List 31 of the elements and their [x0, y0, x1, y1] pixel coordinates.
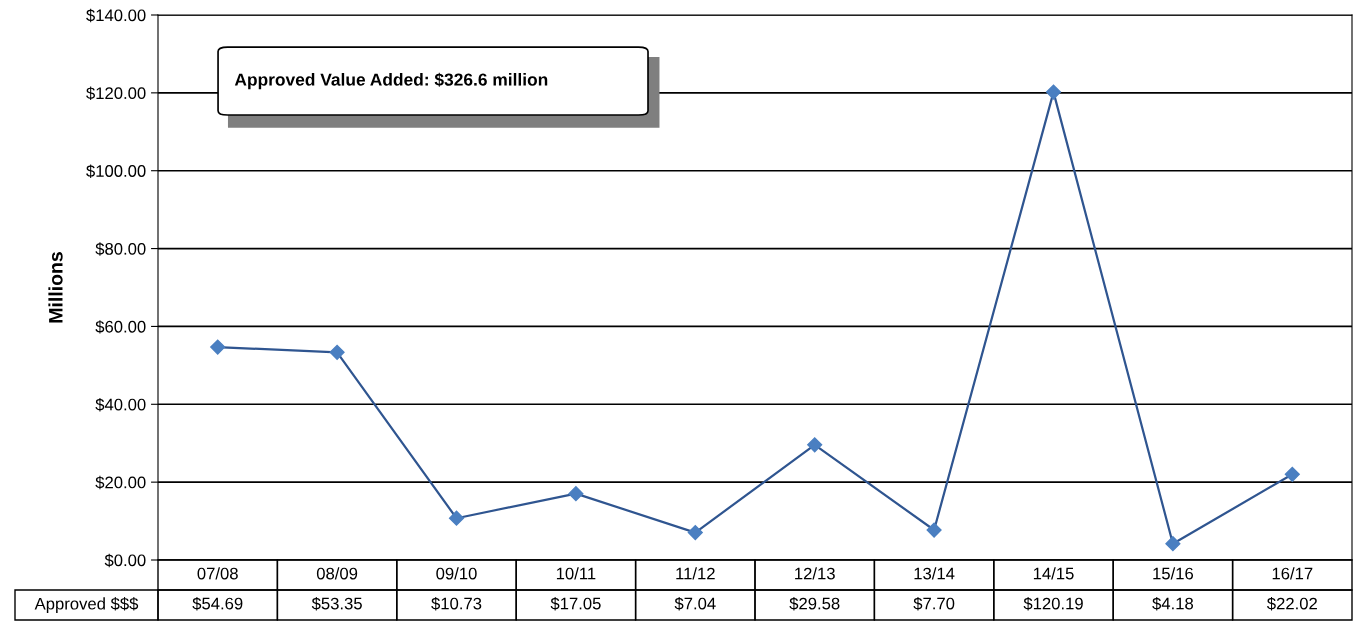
x-tick-label: 07/08	[197, 567, 238, 580]
y-tick-label: $40.00	[95, 397, 146, 412]
x-tick-label: 12/13	[795, 567, 835, 580]
y-tick-label: $120.00	[86, 86, 146, 101]
y-tick-label: $60.00	[95, 320, 146, 334]
data-label: $10.73	[431, 596, 482, 611]
y-tick-label: $0.00	[104, 553, 146, 568]
x-tick-label: 15/16	[1153, 567, 1194, 580]
data-label: $7.04	[674, 596, 716, 611]
y-tick-label: $140.00	[86, 8, 146, 23]
y-tick-label: $20.00	[95, 475, 146, 490]
data-label: $53.35	[311, 596, 362, 611]
x-tick-label: 08/09	[316, 567, 358, 580]
text: Approved $$$	[34, 597, 139, 613]
y-axis-title: Millions	[48, 252, 63, 323]
x-tick-label: 09/10	[436, 567, 477, 580]
x-tick-label: 14/15	[1033, 567, 1074, 580]
data-label: $17.05	[550, 596, 601, 611]
x-tick-label: 13/14	[914, 567, 955, 580]
data-label: $120.19	[1023, 596, 1083, 611]
data-label: $4.18	[1152, 596, 1194, 611]
x-tick-label: 11/12	[676, 567, 715, 580]
x-tick-label: 10/11	[556, 567, 596, 580]
data-label: $7.70	[913, 596, 955, 611]
data-label: $29.58	[789, 596, 840, 611]
y-tick-label: $80.00	[95, 242, 146, 256]
data-label: $22.02	[1266, 596, 1317, 611]
y-tick-label: $100.00	[86, 164, 146, 178]
x-tick-label: 16/17	[1272, 567, 1313, 580]
data-label: $54.69	[192, 596, 243, 611]
annotation: Approved Value Added: $326.6 million	[234, 72, 548, 90]
